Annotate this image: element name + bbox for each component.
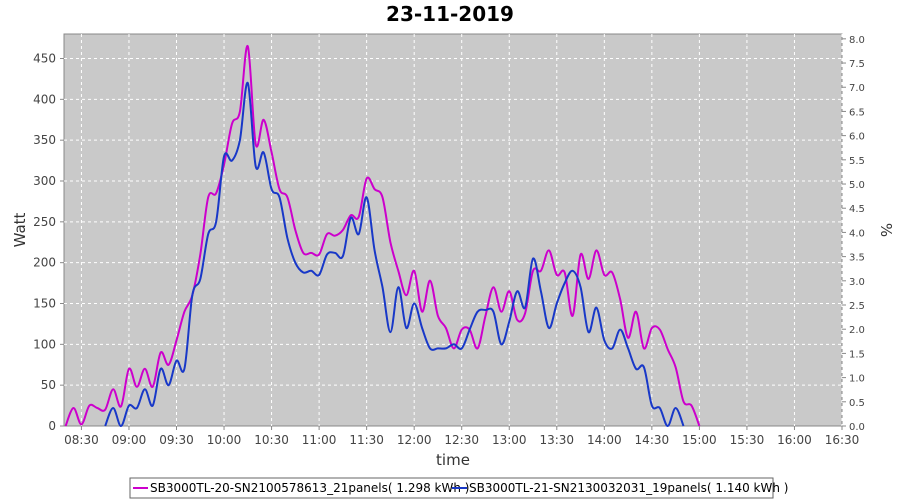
x-axis-label: time <box>436 451 470 469</box>
x-tick-label: 15:30 <box>730 433 765 447</box>
y-tick-label: 300 <box>33 174 56 188</box>
y2-tick-label: 3.5 <box>849 253 865 264</box>
y-tick-label: 450 <box>33 52 56 66</box>
y-tick-label: 400 <box>33 92 56 106</box>
legend-box <box>129 477 774 499</box>
y2-tick-label: 3.0 <box>849 277 865 288</box>
y-tick-label: 350 <box>33 133 56 147</box>
y2-tick-label: 7.0 <box>849 83 865 94</box>
y2-tick-label: 8.0 <box>849 35 865 46</box>
x-tick-label: 10:00 <box>207 433 242 447</box>
y2-tick-label: 1.5 <box>849 349 865 360</box>
y2-tick-label: 4.0 <box>849 228 865 239</box>
legend-label-series-1: SB3000TL-20-SN2100578613_21panels( 1.298… <box>150 481 469 495</box>
y2-tick-label: 5.0 <box>849 180 865 191</box>
y-tick-label: 0 <box>48 419 56 433</box>
x-tick-label: 12:30 <box>444 433 479 447</box>
x-tick-label: 13:00 <box>492 433 527 447</box>
x-tick-label: 09:00 <box>112 433 147 447</box>
y2-tick-label: 6.5 <box>849 107 865 118</box>
y2-tick-label: 0.5 <box>849 398 865 409</box>
y2-tick-label: 2.0 <box>849 325 865 336</box>
y2-tick-label: 6.0 <box>849 132 865 143</box>
y-tick-label: 50 <box>41 378 56 392</box>
y2-tick-label: 2.5 <box>849 301 865 312</box>
y-tick-label: 200 <box>33 256 56 270</box>
y-tick-label: 150 <box>33 297 56 311</box>
y2-tick-label: 7.5 <box>849 59 865 70</box>
x-tick-label: 15:00 <box>682 433 717 447</box>
x-tick-label: 14:30 <box>635 433 670 447</box>
y2-tick-label: 5.5 <box>849 156 865 167</box>
x-tick-label: 11:00 <box>302 433 337 447</box>
axis-layer: 08:30 09:00 09:30 10:00 10:30 11:00 11:30 12:00… <box>33 35 865 447</box>
y-tick-label: 250 <box>33 215 56 229</box>
x-tick-label: 14:00 <box>587 433 622 447</box>
x-tick-label: 16:00 <box>777 433 812 447</box>
y-axis-label: Watt <box>11 212 29 247</box>
x-tick-label: 11:30 <box>349 433 384 447</box>
x-tick-label: 08:30 <box>64 433 99 447</box>
series-line-2 <box>104 81 685 428</box>
y-tick-label: 100 <box>33 337 56 351</box>
legend-label-series-2: SB3000TL-21-SN2130032031_19panels( 1.140… <box>469 481 788 495</box>
chart-title: 23-11-2019 <box>386 2 514 26</box>
series-layer <box>64 45 701 428</box>
x-tick-label: 13:30 <box>539 433 574 447</box>
y2-tick-label: 0.0 <box>849 422 865 433</box>
x-tick-label: 09:30 <box>159 433 194 447</box>
x-tick-label: 16:30 <box>825 433 860 447</box>
y2-axis-label: % <box>877 223 895 237</box>
series-line-1 <box>64 45 701 427</box>
y2-tick-label: 1.0 <box>849 374 865 385</box>
x-tick-label: 10:30 <box>254 433 289 447</box>
legend: SB3000TL-20-SN2100578613_21panels( 1.298… <box>129 477 788 499</box>
x-tick-label: 12:00 <box>397 433 432 447</box>
y2-tick-label: 4.5 <box>849 204 865 215</box>
